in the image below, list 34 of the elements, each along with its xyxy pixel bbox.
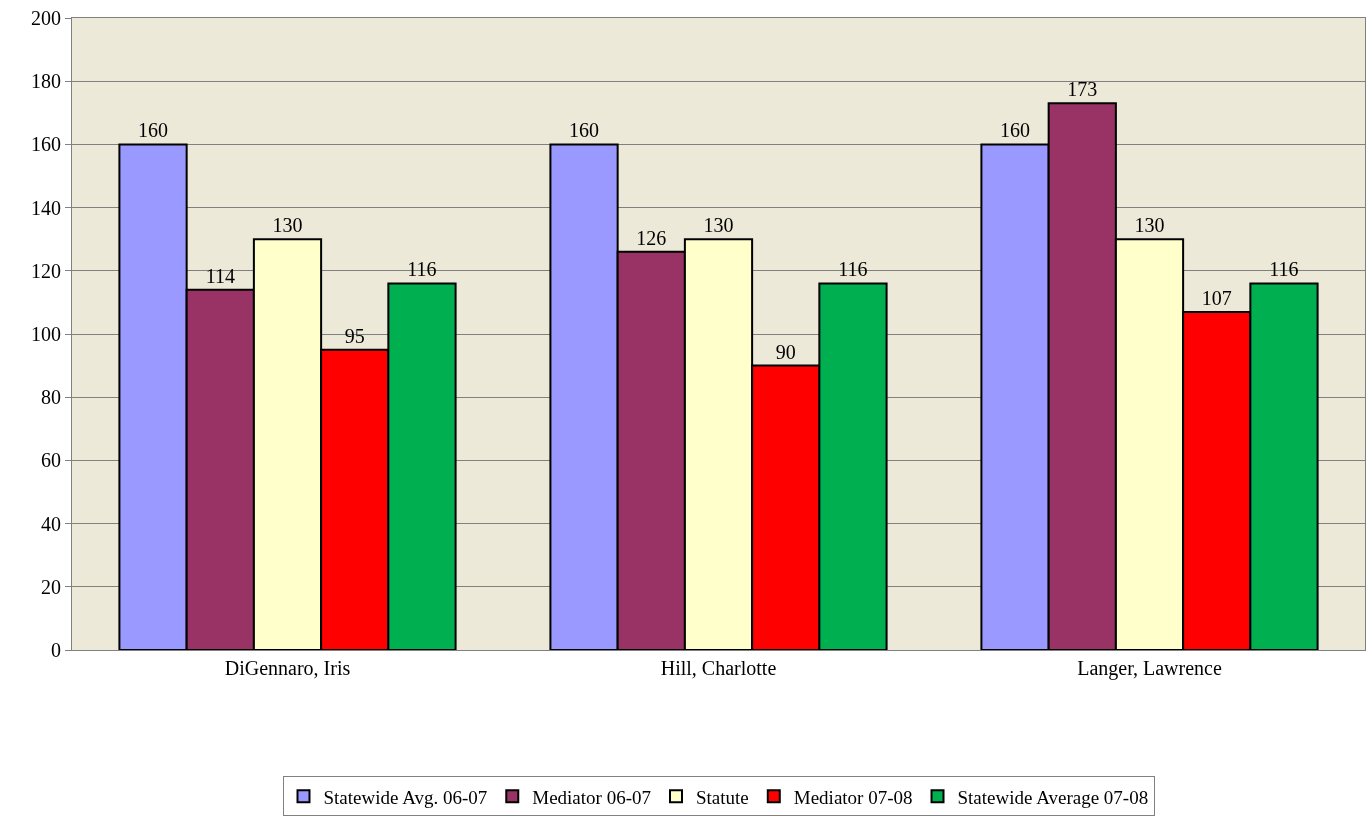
y-tick-label: 120: [31, 259, 61, 282]
data-label: 173: [1067, 78, 1098, 101]
data-label: 116: [1269, 258, 1299, 281]
y-tick-label: 80: [41, 386, 61, 409]
y-tick-label: 160: [31, 133, 61, 156]
data-label: 160: [138, 119, 169, 142]
y-tick-label: 0: [51, 639, 61, 661]
data-label: 95: [344, 324, 365, 347]
legend-label: Mediator 06-07: [532, 786, 651, 808]
legend-label: Mediator 07-08: [793, 786, 913, 808]
data-label: 116: [838, 258, 868, 281]
y-tick-label: 60: [41, 449, 61, 472]
data-label: 160: [569, 119, 600, 142]
data-label: 126: [636, 226, 667, 249]
data-label: 160: [1000, 119, 1031, 142]
data-label: 114: [205, 264, 235, 287]
data-label: 130: [272, 214, 303, 237]
x-tick-label: DiGennaro, Iris: [224, 657, 351, 679]
data-label: 116: [407, 258, 437, 281]
legend-label: Statewide Average 07-08: [957, 786, 1149, 808]
x-tick-label: Hill, Charlotte: [660, 657, 777, 679]
legend-label: Statewide Avg. 06-07: [323, 786, 488, 808]
y-tick-label: 140: [31, 196, 61, 219]
data-label: 130: [703, 214, 734, 237]
y-tick-label: 40: [41, 512, 61, 535]
legend-label: Statute: [696, 786, 749, 808]
y-tick-label: 100: [31, 323, 61, 345]
y-tick-label: 180: [31, 70, 61, 93]
x-tick-label: Langer, Lawrence: [1077, 657, 1222, 680]
y-tick-label: 200: [31, 7, 61, 29]
data-label: 90: [775, 340, 796, 363]
y-tick-label: 20: [41, 575, 61, 598]
data-label: 107: [1201, 286, 1232, 309]
data-label: 130: [1134, 214, 1165, 237]
